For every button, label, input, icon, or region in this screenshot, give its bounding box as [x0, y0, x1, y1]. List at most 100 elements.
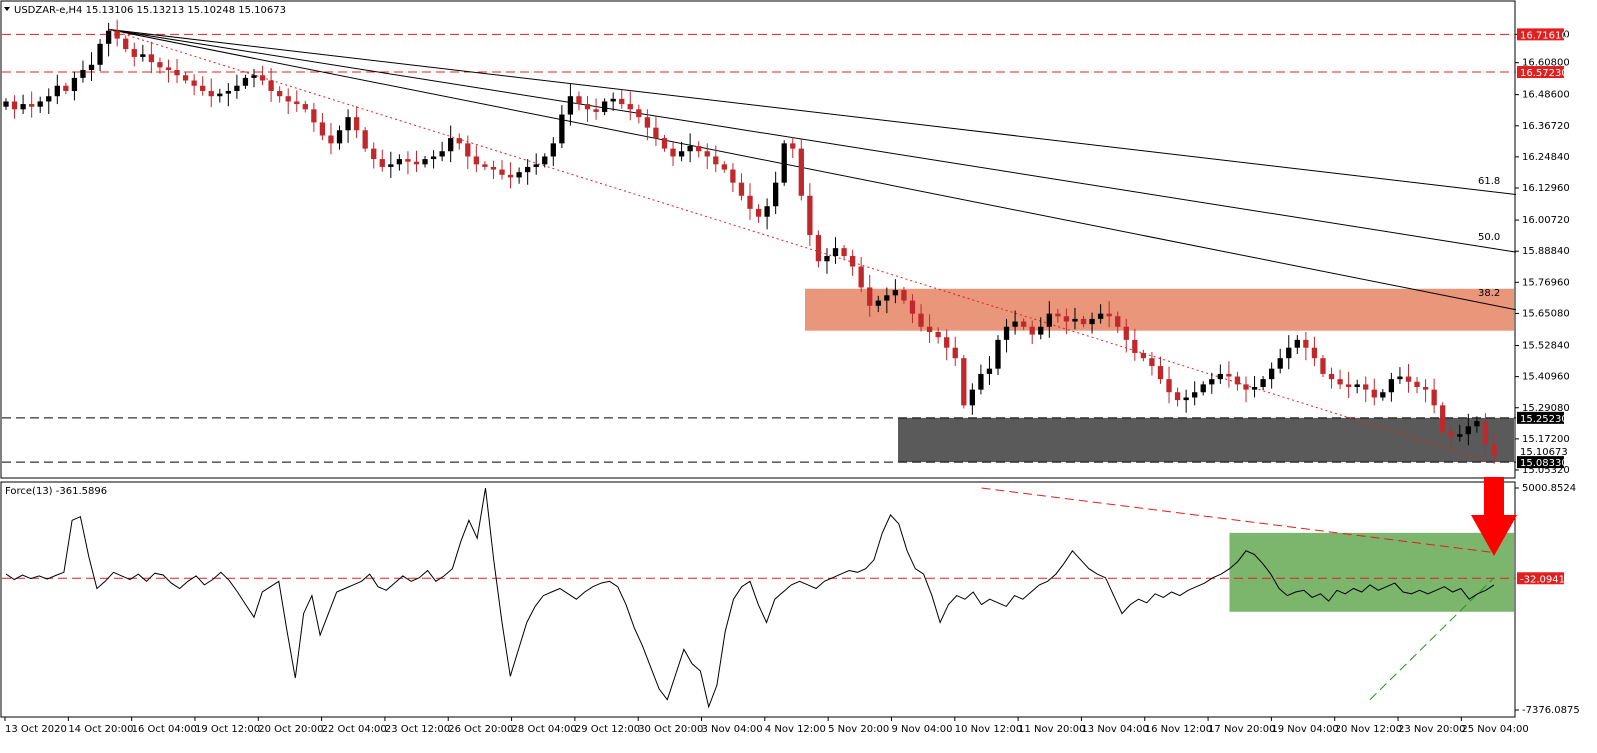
force-zone — [1229, 532, 1514, 612]
candle-body — [1422, 387, 1429, 390]
time-tick-label: 23 Oct 12:00 — [385, 724, 450, 735]
time-tick-label: 28 Oct 04:00 — [512, 724, 577, 735]
time-tick-label: 26 Oct 20:00 — [448, 724, 513, 735]
force-title: Force(13) -361.5896 — [5, 486, 107, 497]
price-tick-label: 15.29080 — [1522, 403, 1570, 414]
candle-body — [1474, 421, 1480, 427]
candle-body — [165, 67, 172, 71]
time-tick-label: 16 Nov 12:00 — [1145, 724, 1212, 735]
candle-body — [182, 75, 189, 81]
candle-body — [80, 70, 86, 78]
fibonacci-fan — [108, 28, 1517, 311]
candle-body — [807, 195, 813, 236]
candle-body — [114, 30, 120, 39]
candle-body — [619, 98, 625, 105]
candle-body — [54, 85, 60, 97]
candle-body — [1354, 384, 1360, 388]
fib-fan-line — [108, 28, 1517, 195]
price-tick-label: 16.60800 — [1522, 58, 1570, 69]
support-zone — [898, 417, 1514, 463]
time-tick-label: 10 Nov 12:00 — [955, 724, 1022, 735]
price-tick-label: 16.36720 — [1522, 121, 1570, 132]
candlesticks — [3, 19, 1497, 464]
fib-fan-line — [108, 28, 1517, 311]
candle-body — [1217, 373, 1223, 380]
candle-body — [661, 138, 668, 149]
level-badge-label: 15.25230 — [1520, 414, 1568, 425]
price-tick-label: 16.48600 — [1522, 90, 1570, 101]
collapse-triangle-icon[interactable] — [4, 7, 10, 11]
candle-body — [610, 98, 616, 102]
level-badge — [1517, 66, 1564, 79]
price-tick-label: 15.65080 — [1522, 308, 1570, 319]
candle-body — [345, 117, 351, 131]
price-tick-label: 15.76960 — [1522, 277, 1570, 288]
time-tick-label: 30 Oct 20:00 — [638, 724, 703, 735]
price-panel-frame — [0, 0, 1516, 479]
candle-body — [1234, 376, 1241, 385]
candle-body — [20, 104, 26, 110]
candle-body — [302, 104, 308, 110]
force-tick-label: 5000.8524 — [1522, 483, 1576, 494]
candle-body — [259, 75, 266, 81]
candle-body — [97, 43, 103, 65]
candle-body — [995, 339, 1001, 369]
candle-body — [422, 159, 428, 165]
candle-body — [1140, 352, 1147, 359]
time-tick-label: 3 Nov 04:00 — [702, 724, 763, 735]
candle-body — [277, 90, 283, 97]
force-trendlines — [981, 487, 1495, 701]
candle-body — [242, 77, 249, 86]
candle-body — [507, 174, 514, 178]
candle-body — [952, 347, 958, 359]
candle-body — [1106, 313, 1112, 317]
candle-body — [482, 164, 488, 167]
candle-body — [1371, 389, 1377, 398]
red-dotted-trendline — [108, 28, 1486, 461]
candle-body — [1345, 384, 1352, 388]
candle-body — [584, 104, 591, 110]
force-lower-trendline — [1369, 577, 1495, 701]
candle-body — [1269, 368, 1275, 380]
candle-body — [1132, 339, 1138, 353]
time-tick-label: 19 Nov 04:00 — [1271, 724, 1338, 735]
candle-body — [721, 164, 727, 170]
candle-body — [516, 172, 522, 178]
candle-body — [773, 182, 779, 207]
candle-body — [473, 156, 479, 165]
candle-body — [815, 235, 822, 262]
candle-body — [687, 145, 693, 152]
candle-body — [1063, 316, 1070, 322]
candle-body — [1012, 321, 1018, 327]
candle-body — [1115, 316, 1121, 327]
candle-body — [1448, 431, 1454, 437]
candle-body — [525, 166, 531, 173]
force-level-label: -32.0941 — [1520, 574, 1565, 585]
candle-body — [1414, 381, 1420, 388]
candle-body — [71, 77, 78, 91]
candle-body — [1482, 421, 1489, 445]
level-badge — [1517, 411, 1564, 424]
candle-body — [456, 138, 462, 144]
candle-body — [1320, 358, 1326, 374]
candle-body — [1388, 379, 1395, 393]
candle-body — [849, 256, 856, 267]
candle-body — [567, 96, 574, 115]
price-tick-label: 16.00720 — [1522, 215, 1570, 226]
level-badge — [1517, 456, 1564, 469]
candle-body — [944, 337, 950, 348]
time-tick-label: 11 Nov 20:00 — [1018, 724, 1085, 735]
candle-body — [559, 114, 565, 144]
candle-body — [490, 166, 497, 170]
candle-body — [1286, 347, 1292, 359]
candle-body — [961, 358, 967, 406]
candle-body — [1243, 384, 1249, 390]
candle-body — [63, 85, 69, 91]
candle-body — [1380, 392, 1386, 398]
candle-body — [738, 182, 745, 196]
candle-body — [225, 90, 231, 94]
candle-body — [1157, 366, 1164, 380]
candle-body — [1038, 326, 1044, 335]
candle-body — [336, 130, 343, 144]
